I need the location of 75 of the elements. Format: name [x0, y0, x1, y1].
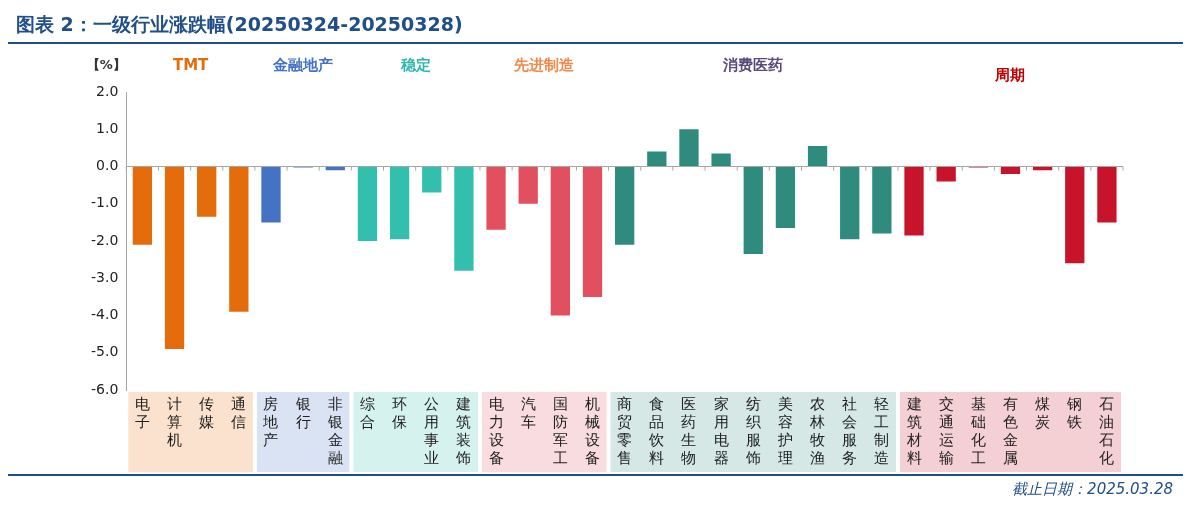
bar [1097, 166, 1117, 223]
y-tick-label: -3.0 [90, 268, 119, 285]
bar [711, 153, 731, 167]
x-tick-label: 商贸零售 [617, 394, 633, 467]
x-tick-label: 有色金属 [1002, 394, 1018, 467]
bar [872, 166, 892, 234]
x-tick-label: 电力设备 [488, 394, 504, 467]
text: 先进制造 [513, 55, 576, 74]
bar [1065, 166, 1085, 264]
bar [164, 166, 185, 350]
x-tick-label: 银行 [294, 394, 311, 431]
x-tick-label: 综合 [359, 394, 375, 431]
y-tick-label: -4.0 [90, 306, 119, 323]
bar [615, 166, 635, 245]
text: 周期 [994, 65, 1026, 84]
x-tick-label: 公用事业 [424, 394, 440, 467]
x-tick-label: 交通运输 [938, 394, 954, 467]
x-tick-label: 通信 [231, 394, 247, 431]
x-tick-label: 汽车 [520, 394, 536, 431]
bar [357, 166, 378, 241]
x-tick-label: 建筑装饰 [455, 394, 472, 467]
bar [647, 151, 667, 167]
bar [550, 166, 570, 316]
y-axis-title: 【%】 [86, 57, 126, 73]
x-tick-label: 计算机 [167, 394, 183, 449]
x-tick-label: 社会服务 [842, 394, 858, 467]
y-tick-label: -5.0 [90, 343, 119, 360]
x-tick-label: 农林牧渔 [809, 394, 826, 467]
x-tick-label: 医药生物 [681, 394, 697, 467]
y-tick-label: 1.0 [96, 119, 119, 136]
x-tick-label: 轻工制造 [874, 394, 890, 467]
x-tick-label: 纺织服饰 [744, 394, 761, 467]
text: 截止日期：2025.03.28 [1012, 480, 1173, 498]
text: 消费医药 [722, 55, 784, 74]
x-tick-label: 美容护理 [776, 394, 793, 467]
bar [807, 146, 828, 167]
x-tick-label: 建筑材料 [905, 394, 922, 467]
x-tick-label: 机械设备 [585, 394, 601, 467]
x-tick-label: 非银金融 [326, 394, 343, 467]
x-tick-label: 钢铁 [1066, 394, 1083, 431]
y-tick-label: 0.0 [96, 157, 119, 174]
bar [679, 129, 699, 167]
x-tick-label: 家用电器 [713, 394, 729, 467]
y-tick-label: -6.0 [90, 380, 119, 397]
x-tick-label: 传媒 [199, 394, 215, 431]
chart-title: 图表 2：一级行业涨跌幅(20250324-20250328) [8, 8, 1183, 44]
bar [389, 166, 410, 240]
bar [132, 166, 153, 245]
x-tick-label: 国防军工 [552, 394, 568, 467]
bar [904, 166, 924, 236]
bar [197, 166, 217, 217]
x-tick-label: 煤炭 [1035, 394, 1051, 431]
x-tick-label: 食品饮料 [648, 394, 665, 467]
x-tick-label: 电子 [134, 394, 150, 431]
bar [261, 166, 281, 223]
bar [422, 166, 442, 193]
bar [229, 166, 249, 312]
y-tick-label: -1.0 [90, 194, 119, 211]
bar [840, 166, 860, 240]
x-tick-label: 石油石化 [1099, 394, 1115, 467]
bar [486, 166, 506, 230]
text: 金融地产 [272, 55, 334, 74]
text: TMT [172, 55, 210, 74]
y-tick-label: 2.0 [96, 82, 119, 99]
x-tick-label: 环保 [392, 394, 408, 431]
y-tick-label: -2.0 [90, 231, 119, 248]
x-tick-label: 基础化工 [969, 394, 986, 467]
bar [743, 166, 763, 255]
bar [518, 166, 538, 204]
text: 稳定 [399, 55, 431, 74]
bar [936, 166, 956, 182]
bar [775, 166, 796, 228]
bar [454, 166, 474, 271]
x-tick-label: 房地产 [262, 394, 279, 449]
bar [582, 166, 603, 297]
